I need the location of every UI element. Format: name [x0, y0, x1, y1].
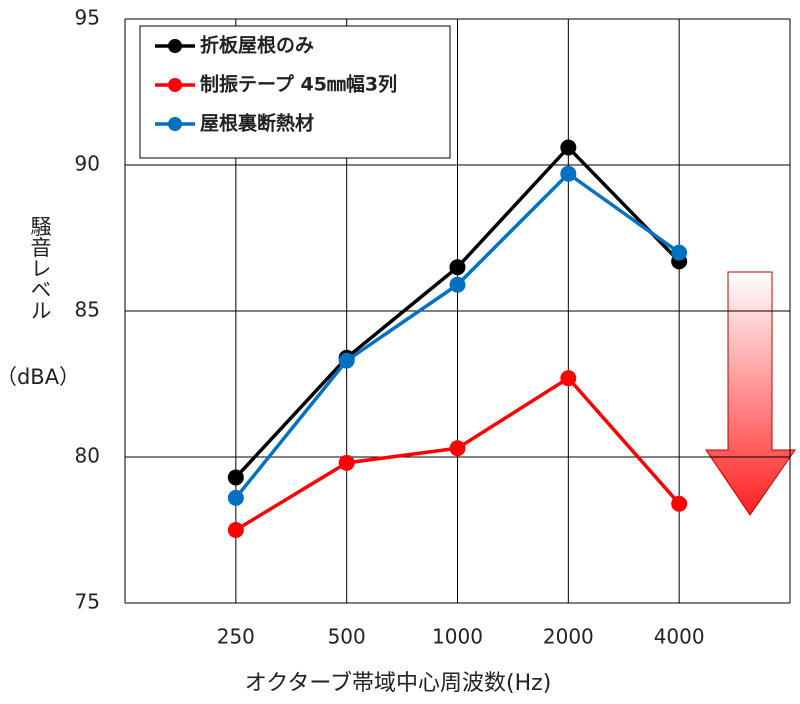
data-point [560, 139, 577, 156]
y-tick-label: 95 [75, 6, 100, 30]
x-tick-label: 4000 [654, 625, 705, 649]
y-tick-label: 75 [75, 590, 100, 614]
legend-marker [168, 78, 182, 92]
data-point [338, 352, 355, 369]
legend-marker [168, 117, 182, 131]
legend-box [139, 25, 451, 159]
data-point [560, 165, 577, 182]
x-axis-label: オクターブ帯域中心周波数(Hz) [245, 671, 552, 696]
legend-label: 制振テープ 45㎜幅3列 [200, 73, 397, 96]
legend-label: 屋根裏断熱材 [200, 112, 314, 135]
y-axis-label: 騒音レベル [28, 216, 52, 321]
x-tick-label: 500 [328, 625, 366, 649]
data-point [449, 276, 466, 293]
data-point [338, 454, 355, 471]
legend-label: 折板屋根のみ [200, 34, 314, 57]
data-point [560, 370, 577, 387]
x-tick-label: 2000 [543, 625, 594, 649]
x-tick-label: 250 [217, 625, 255, 649]
y-tick-label: 90 [75, 152, 100, 176]
data-point [671, 495, 688, 512]
y-tick-label: 85 [75, 298, 100, 322]
data-point [449, 259, 466, 276]
y-axis-unit: （dBA） [0, 365, 80, 389]
data-point [227, 469, 244, 486]
y-tick-label: 80 [75, 444, 100, 468]
data-point [449, 440, 466, 457]
x-tick-label: 1000 [432, 625, 483, 649]
decrease-arrow [705, 271, 796, 516]
legend-marker [168, 39, 182, 53]
data-point [227, 489, 244, 506]
data-point [227, 522, 244, 538]
data-point [671, 244, 688, 261]
